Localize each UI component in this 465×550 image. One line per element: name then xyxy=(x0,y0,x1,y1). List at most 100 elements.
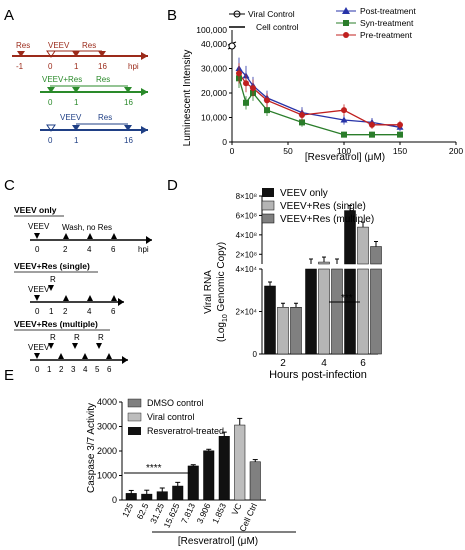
b-x-tick-label-2: 100 xyxy=(337,146,351,156)
row1-tick-16: 16 xyxy=(98,62,107,71)
d-y-tick-label-up-1: 4×10⁸ xyxy=(236,231,257,240)
row2-tick-16: 16 xyxy=(124,98,133,107)
b-point-2-0 xyxy=(236,70,242,77)
b-point-2-5 xyxy=(341,107,347,114)
c-row1-sample-2 xyxy=(63,233,69,239)
row3-tick-16: 16 xyxy=(124,136,133,145)
b-point-2-3 xyxy=(264,97,270,104)
b-point-2-2 xyxy=(250,85,256,92)
b-x-tick-label-1: 50 xyxy=(283,146,293,156)
e-bar-4 xyxy=(187,465,199,501)
c-row2-title: VEEV+Res (single) xyxy=(14,261,90,271)
d-y-axis-label-1: Viral RNA xyxy=(203,270,214,314)
row2-marker-16 xyxy=(124,87,132,93)
row2-arrow-head xyxy=(141,88,148,96)
b-x-tick-label-3: 150 xyxy=(393,146,407,156)
b-curve-1 xyxy=(238,78,400,136)
d-legend-single: VEEV+Res (single) xyxy=(280,201,366,212)
b-point-0-5 xyxy=(340,116,348,123)
c-row2-virus: VEEV xyxy=(28,285,50,294)
d-y-tick-label-up-0: 2×10⁸ xyxy=(236,250,257,259)
c-row1-virus-marker xyxy=(34,233,40,239)
c-row3-sample-6 xyxy=(106,353,112,359)
d-x-axis-label: Hours post-infection xyxy=(269,369,367,381)
panel-c-schematic: VEEV only VEEV Wash, no Res 0 2 4 6 hpi … xyxy=(14,205,152,374)
e-significance-label: **** xyxy=(146,463,162,474)
d-x-tick-label-1: 4 xyxy=(321,358,327,369)
row1-veev-label: VEEV xyxy=(48,41,70,50)
c-row3-res-marker-2 xyxy=(72,343,78,349)
e-y-tick-label-3: 3000 xyxy=(97,422,117,432)
c-row1-virus: VEEV xyxy=(28,222,50,231)
d-x-tick-label-0: 2 xyxy=(280,358,286,369)
b-point-2-7 xyxy=(397,121,403,128)
c-row1-note: Wash, no Res xyxy=(62,223,112,232)
c-row3-tick-0: 0 xyxy=(35,365,40,374)
e-y-tick-label-1: 1000 xyxy=(97,471,117,481)
e-x-tick-label-0: 125 xyxy=(120,501,135,518)
e-bar-6 xyxy=(218,436,230,501)
e-y-tick-label-0: 0 xyxy=(112,495,117,505)
e-x-tick-label-7: VC xyxy=(230,502,244,517)
e-legend-res: Resveratrol-treated xyxy=(147,426,224,436)
c-row3-sample-4 xyxy=(82,353,88,359)
c-row3-virus: VEEV xyxy=(28,343,50,352)
row1-marker-16 xyxy=(98,51,106,57)
e-bar-7 xyxy=(234,424,246,501)
d-y-tick-label-low-0: 0 xyxy=(253,350,258,359)
row3-marker-16 xyxy=(124,125,132,131)
row2-marker-1 xyxy=(72,87,80,93)
c-row1-title: VEEV only xyxy=(14,205,57,215)
c-row3-tick-5: 5 xyxy=(95,365,100,374)
b-fit-curves xyxy=(238,68,401,136)
d-legend-veev-swatch xyxy=(262,188,274,197)
d-ticks: 0 2×10⁴ 4×10⁴ 2×10⁸ 4×10⁸ 6×10⁸ 8×10⁸ 2 4 6 xyxy=(236,192,367,369)
c-row3-res-2: R xyxy=(74,333,80,342)
row1-res-mid-label: Res xyxy=(82,41,96,50)
c-row2-res-marker xyxy=(48,285,54,291)
panel-d-chart: Viral RNA (Log10 Genomic Copy) Hours pos… xyxy=(203,188,382,381)
d-bar-up-2-1 xyxy=(357,226,369,265)
b-legend: Viral Control Cell control Post-treatmen… xyxy=(229,6,416,40)
row3-veev-label: VEEV xyxy=(60,113,82,122)
d-y-tick-label-up-2: 6×10⁸ xyxy=(236,211,257,220)
row1-marker-1 xyxy=(72,51,80,57)
b-x-tick-label-0: 0 xyxy=(230,146,235,156)
c-row3-tick-1: 1 xyxy=(47,365,52,374)
e-legend-res-swatch xyxy=(128,427,141,435)
c-row3-virus-marker xyxy=(34,353,40,359)
panel-c-letter: C xyxy=(4,177,15,194)
row3-tick-0: 0 xyxy=(48,136,53,145)
c-row3-res-marker-1 xyxy=(48,343,54,349)
e-y-tick-label-4: 4000 xyxy=(97,397,117,407)
d-y-tick-label-low-1: 2×10⁴ xyxy=(236,308,258,317)
e-x-tick-label-1: 62.5 xyxy=(135,501,151,520)
b-data-points xyxy=(235,57,404,138)
row2-tick-1: 1 xyxy=(74,98,79,107)
c-row1-tick-2: 2 xyxy=(63,245,68,254)
c-row1-unit: hpi xyxy=(138,245,149,254)
c-row3-arrow-head xyxy=(122,356,128,364)
c-row2-sample-2 xyxy=(63,295,69,301)
b-legend-viral: Viral Control xyxy=(248,9,295,19)
panel-d-letter: D xyxy=(167,177,178,194)
b-ticks: 0 10,000 20,000 30,000 40,000 100,000 0 50 100 15… xyxy=(196,25,463,156)
c-row2-tick-1: 1 xyxy=(49,307,54,316)
e-bar-5 xyxy=(203,450,215,501)
e-y-axis-label: Caspase 3/7 Activity xyxy=(86,403,97,493)
c-row1-tick-0: 0 xyxy=(35,245,40,254)
c-row1-sample-6 xyxy=(111,233,117,239)
d-bar-up-2-2 xyxy=(370,246,382,265)
b-point-1-4 xyxy=(299,119,305,126)
row3-tick-1: 1 xyxy=(74,136,79,145)
b-legend-post-marker xyxy=(342,7,350,14)
c-row2-tick-0: 0 xyxy=(35,307,40,316)
row1-unit: hpi xyxy=(128,62,139,71)
row2-marker-0 xyxy=(47,87,55,93)
row1-veev-marker xyxy=(46,50,56,58)
e-legend-dmso-swatch xyxy=(127,398,142,408)
d-bar-low-1-1 xyxy=(318,268,330,355)
b-legend-syn: Syn-treatment xyxy=(360,18,414,28)
row3-marker-0 xyxy=(46,124,56,132)
